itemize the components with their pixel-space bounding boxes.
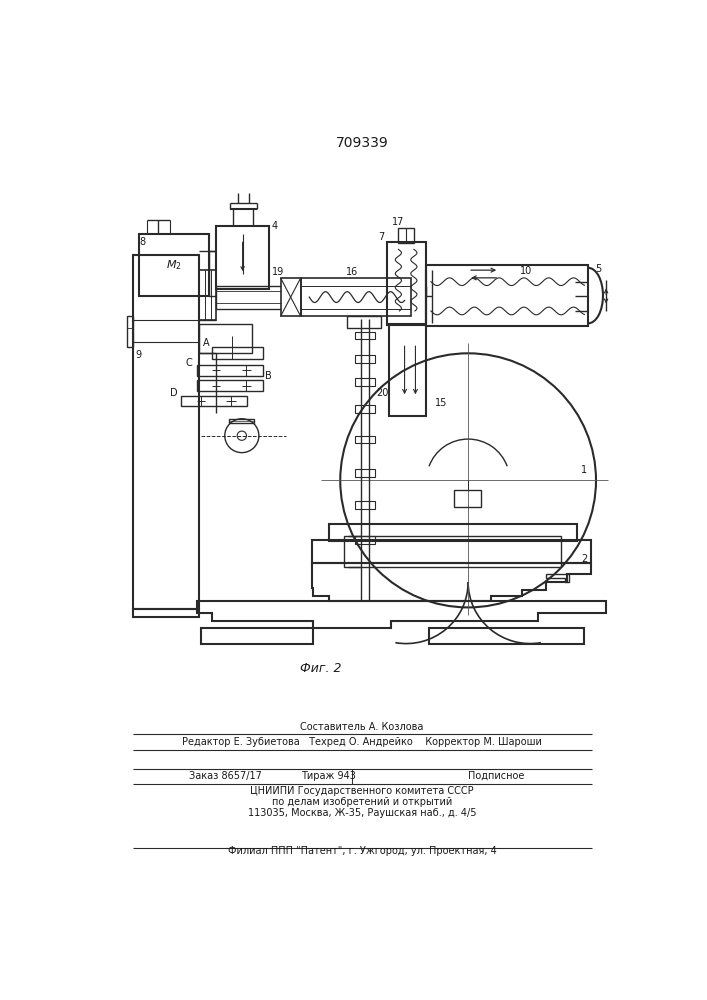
Text: 15: 15 <box>435 398 448 408</box>
Text: D: D <box>170 388 177 398</box>
Bar <box>355 332 375 339</box>
Text: 5: 5 <box>595 264 602 274</box>
Text: Подписное: Подписное <box>468 771 525 781</box>
Bar <box>199 324 252 353</box>
Bar <box>312 540 590 563</box>
Text: 9: 9 <box>135 350 141 360</box>
Text: 7: 7 <box>378 232 385 242</box>
Text: A: A <box>203 338 209 348</box>
Bar <box>355 501 375 509</box>
Text: 10: 10 <box>520 266 532 276</box>
Bar <box>389 324 426 416</box>
Bar <box>429 628 585 644</box>
Bar <box>398 228 414 243</box>
Text: по делам изобретений и открытий: по делам изобретений и открытий <box>271 797 452 807</box>
Bar <box>355 405 375 413</box>
Bar <box>355 436 375 443</box>
Text: 2: 2 <box>581 554 588 564</box>
Text: Филиал ППП "Патент", г. Ужгород, ул. Проектная, 4: Филиал ППП "Патент", г. Ужгород, ул. Про… <box>228 846 496 856</box>
Text: 16: 16 <box>346 267 358 277</box>
Text: 113035, Москва, Ж-35, Раушская наб., д. 4/5: 113035, Москва, Ж-35, Раушская наб., д. … <box>247 808 477 818</box>
Text: $M_2$: $M_2$ <box>165 258 182 272</box>
Bar <box>199 270 216 320</box>
Bar <box>139 234 209 296</box>
Text: B: B <box>265 371 271 381</box>
Bar <box>347 316 381 328</box>
Bar <box>216 226 269 289</box>
Bar <box>454 490 481 507</box>
Bar <box>355 536 375 544</box>
Text: 8: 8 <box>139 237 146 247</box>
Text: 20: 20 <box>377 388 389 398</box>
Bar <box>197 365 263 376</box>
Text: Редактор Е. Зубиетова   Техред О. Андрейко    Корректор М. Шароши: Редактор Е. Зубиетова Техред О. Андрейко… <box>182 737 542 747</box>
Text: 17: 17 <box>392 217 404 227</box>
Bar <box>355 355 375 363</box>
Text: C: C <box>186 358 192 368</box>
Bar <box>355 378 375 386</box>
Text: Фиг. 2: Фиг. 2 <box>300 662 341 675</box>
Bar <box>355 469 375 477</box>
Bar <box>197 380 263 391</box>
Bar <box>182 396 247 406</box>
Bar <box>426 265 588 326</box>
Text: 19: 19 <box>272 267 284 277</box>
Text: 4: 4 <box>271 221 277 231</box>
Text: Заказ 8657/17: Заказ 8657/17 <box>189 771 262 781</box>
Bar <box>344 536 561 567</box>
Text: Составитель А. Козлова: Составитель А. Козлова <box>300 722 423 732</box>
Bar <box>329 524 577 541</box>
Bar <box>387 242 426 325</box>
Text: Тираж 943: Тираж 943 <box>301 771 356 781</box>
Text: 1: 1 <box>581 465 588 475</box>
Bar <box>134 255 199 609</box>
Text: ЦНИИПИ Государственного комитета СССР: ЦНИИПИ Государственного комитета СССР <box>250 786 474 796</box>
Bar <box>201 628 313 644</box>
Text: 709339: 709339 <box>336 136 388 150</box>
Bar <box>281 278 300 316</box>
Bar <box>212 347 263 359</box>
Bar <box>300 278 411 316</box>
